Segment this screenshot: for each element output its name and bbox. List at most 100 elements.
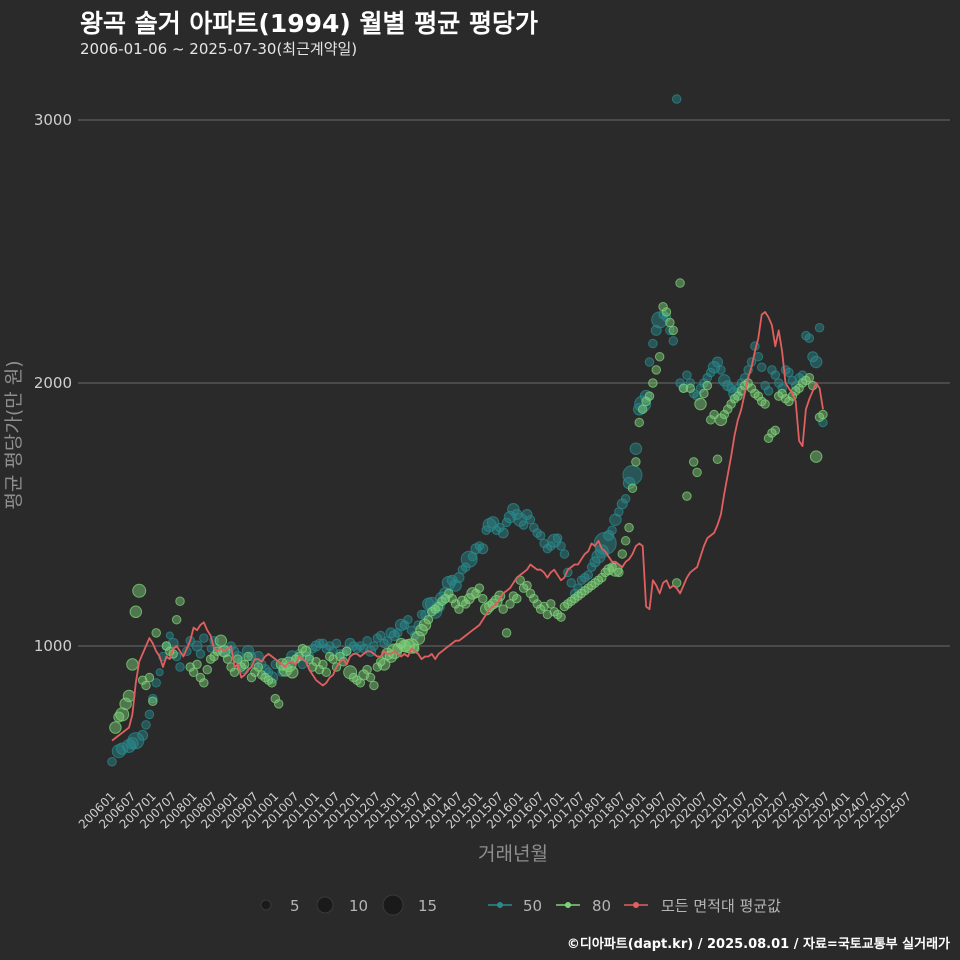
- point-80: [478, 593, 488, 604]
- point-80: [239, 659, 250, 670]
- point-80: [525, 588, 536, 599]
- point-80: [654, 351, 665, 362]
- point-80: [682, 491, 692, 501]
- point-80: [246, 672, 257, 683]
- point-50: [559, 549, 570, 559]
- point-80: [321, 667, 332, 678]
- point-50: [763, 386, 774, 396]
- point-80: [648, 378, 658, 388]
- y-axis-label: 평균 평당가(만 원): [3, 360, 25, 509]
- average-line-layer: [111, 311, 824, 742]
- legend-50-marker: [497, 902, 503, 908]
- point-50: [518, 520, 529, 530]
- point-80: [661, 307, 672, 317]
- point-50: [702, 372, 713, 383]
- point-80: [617, 549, 628, 559]
- point-80: [222, 654, 233, 664]
- point-50: [760, 380, 770, 391]
- point-50: [648, 338, 658, 349]
- point-50: [671, 94, 682, 104]
- point-80: [665, 317, 675, 328]
- point-80: [286, 666, 299, 679]
- x-axis-ticks: 2006012006072007012007072008012008072009…: [76, 789, 914, 831]
- y-axis-ticks: 1000 2000 3000: [34, 111, 72, 655]
- point-80: [522, 580, 532, 591]
- point-80: [505, 599, 515, 609]
- point-80: [195, 672, 206, 683]
- point-50: [675, 378, 685, 388]
- point-80: [119, 697, 132, 711]
- point-80: [202, 664, 212, 675]
- point-80: [614, 567, 624, 578]
- point-50: [668, 336, 679, 346]
- point-80: [122, 689, 136, 703]
- point-50: [804, 333, 815, 344]
- legend-size-5-marker: [260, 899, 272, 911]
- point-80: [634, 417, 645, 428]
- point-80: [712, 454, 723, 465]
- point-50: [525, 515, 536, 525]
- point-50: [665, 325, 675, 336]
- legend-80-label: 80: [592, 897, 611, 915]
- point-80: [631, 457, 641, 467]
- point-50: [175, 662, 185, 672]
- point-50: [716, 365, 726, 375]
- point-80: [113, 711, 125, 723]
- y-tick-label: 2000: [34, 374, 72, 392]
- point-80: [624, 522, 634, 533]
- point-80: [126, 658, 139, 671]
- point-80: [151, 628, 161, 638]
- point-80: [369, 680, 379, 691]
- point-50: [616, 498, 628, 510]
- point-50: [399, 620, 410, 630]
- point-50: [773, 378, 784, 388]
- point-80: [794, 383, 804, 394]
- point-50: [622, 465, 643, 486]
- point-50: [814, 323, 825, 333]
- point-80: [273, 699, 284, 709]
- point-80: [141, 680, 151, 691]
- point-80: [433, 601, 444, 612]
- point-80: [229, 667, 240, 678]
- scatter-points: [107, 94, 828, 767]
- point-80: [144, 672, 155, 683]
- point-80: [253, 662, 264, 672]
- point-80: [714, 413, 728, 427]
- point-50: [141, 720, 151, 730]
- point-50: [165, 631, 174, 640]
- point-80: [702, 380, 713, 391]
- legend-size-15-marker: [382, 894, 404, 916]
- point-80: [763, 433, 774, 443]
- credit-text: ©디아파트(dapt.kr) / 2025.08.01 / 자료=국토교통부 실…: [566, 937, 950, 952]
- point-80: [498, 604, 508, 614]
- point-50: [403, 614, 413, 625]
- point-50: [607, 525, 617, 536]
- point-80: [341, 646, 352, 657]
- point-50: [521, 509, 533, 520]
- point-80: [726, 399, 736, 409]
- point-80: [318, 659, 328, 670]
- point-80: [685, 383, 696, 394]
- point-80: [818, 409, 828, 420]
- legend-size-10-label: 10: [349, 897, 368, 915]
- point-50: [622, 476, 636, 490]
- point-50: [148, 693, 158, 704]
- point-80: [658, 301, 668, 312]
- point-50: [369, 641, 379, 651]
- point-80: [343, 665, 358, 680]
- average-line: [111, 311, 824, 742]
- point-80: [365, 672, 376, 683]
- point-50: [195, 649, 206, 659]
- point-80: [556, 612, 566, 622]
- point-50: [137, 729, 149, 741]
- point-80: [804, 372, 815, 383]
- point-80: [423, 614, 434, 625]
- point-80: [620, 536, 631, 546]
- point-80: [471, 588, 481, 599]
- point-80: [637, 404, 648, 415]
- point-80: [192, 659, 202, 670]
- point-50: [784, 367, 794, 378]
- legend-80-marker: [565, 902, 571, 908]
- point-50: [718, 374, 731, 387]
